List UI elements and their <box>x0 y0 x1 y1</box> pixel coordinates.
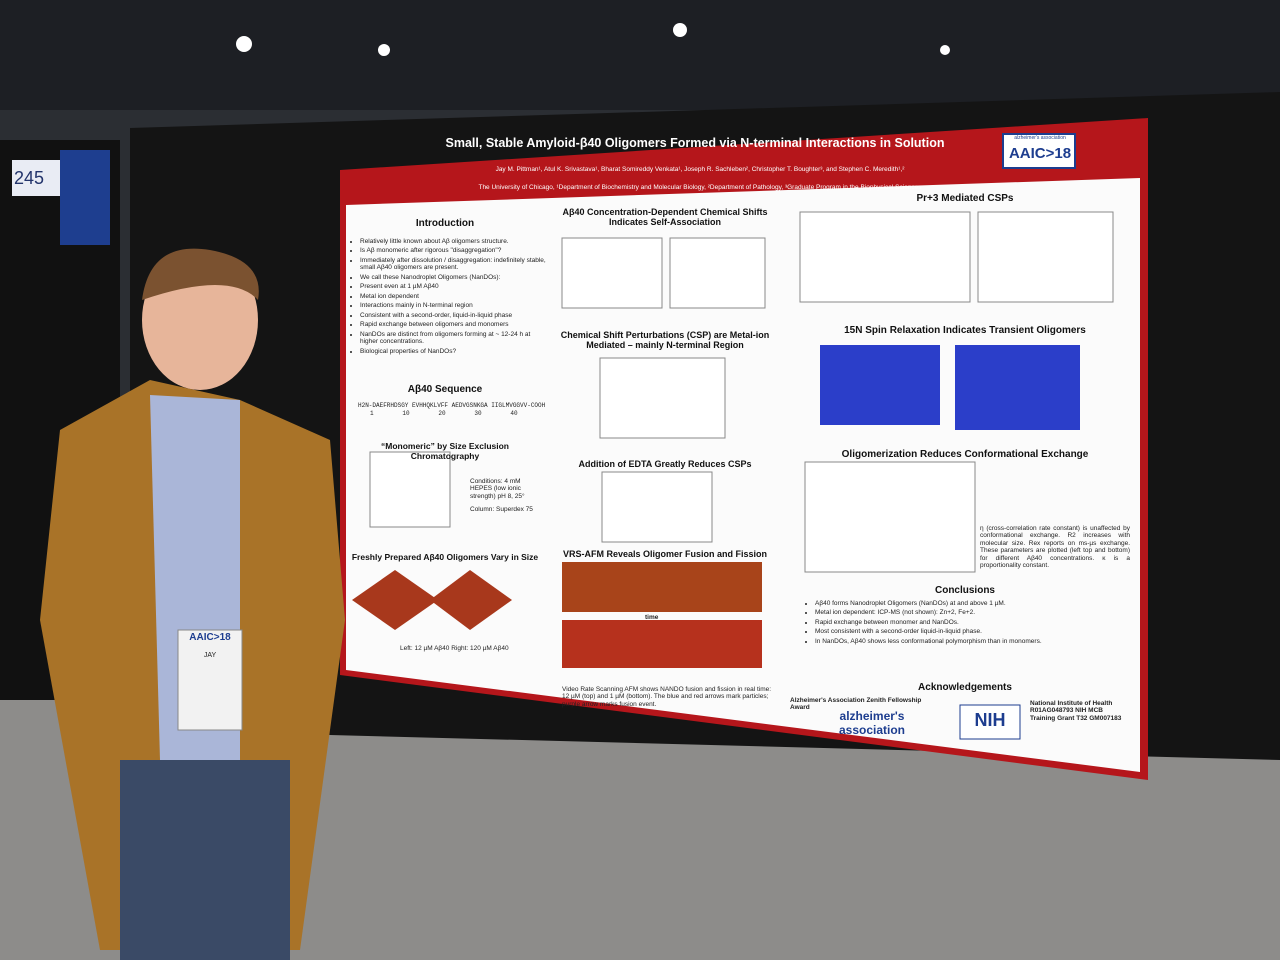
bullet: Biological properties of NanDOs? <box>360 348 550 355</box>
ceiling <box>0 0 1280 110</box>
poster-affiliations: The University of Chicago, ¹Department o… <box>478 184 922 191</box>
conference-logo-box <box>1002 133 1076 169</box>
section-heading: 15N Spin Relaxation Indicates Transient … <box>844 325 1086 336</box>
bullet: NanDOs are distinct from oligomers formi… <box>360 331 550 346</box>
person-hair <box>142 248 259 300</box>
booth-sign <box>12 160 60 196</box>
bullet: Consistent with a second-order, liquid-i… <box>360 312 550 319</box>
afm-frames <box>562 562 762 612</box>
badge <box>177 629 243 731</box>
sequence: H2N-DAEFRHDSGY EVHHQKLVFF AEDVGSNKGA IIG… <box>358 402 546 409</box>
poster-title: Small, Stable Amyloid-β40 Oligomers Form… <box>445 136 945 150</box>
afm-caption: Video Rate Scanning AFM shows NANDO fusi… <box>562 686 772 708</box>
pr-csp-plot <box>977 211 1114 303</box>
nih-logo: NIH <box>974 710 1006 730</box>
light <box>673 23 687 37</box>
time-label: time <box>645 614 659 621</box>
bullet: Relatively little known about Aβ oligome… <box>360 238 550 245</box>
poster-body <box>346 178 1140 772</box>
bullet: Aβ40 forms Nanodroplet Oligomers (NanDOs… <box>815 600 1095 607</box>
pr-plot <box>799 211 971 303</box>
section-heading: Pr+3 Mediated CSPs <box>916 193 1014 204</box>
exchange-plot <box>804 461 976 573</box>
bullet: Is Aβ monomeric after rigorous "disaggre… <box>360 247 550 254</box>
edta-plot <box>601 471 713 543</box>
bullet: Immediately after dissolution / disaggre… <box>360 257 550 272</box>
booth-number: 245 <box>14 168 45 188</box>
sec-plot <box>369 451 451 528</box>
relaxation-plot <box>820 345 940 425</box>
bullet: Rapid exchange between monomer and NanDO… <box>815 619 1095 626</box>
section-heading: VRS-AFM Reveals Oligomer Fusion and Fiss… <box>562 549 768 559</box>
logo-main: AAIC>18 <box>1008 145 1072 162</box>
aaic-sign <box>60 150 110 245</box>
afm-image <box>352 570 438 630</box>
logo-subtitle: alzheimer's association <box>1014 135 1066 141</box>
bullet: Most consistent with a second-order liqu… <box>815 628 1095 635</box>
nmr-spectrum <box>669 237 766 309</box>
award: Alzheimer's Association Zenith Fellowshi… <box>790 697 922 712</box>
badge-name: JAY <box>203 652 217 659</box>
nmr-spectrum <box>561 237 663 309</box>
nih-box <box>959 704 1021 740</box>
bullet: In NanDOs, Aβ40 shows less conformationa… <box>815 638 1095 645</box>
section-heading: Aβ40 Concentration-Dependent Chemical Sh… <box>562 207 768 228</box>
bullet: We call these Nanodroplet Oligomers (Nan… <box>360 274 550 281</box>
afm-frames <box>562 620 762 668</box>
badge-logo: AAIC>18 <box>189 632 231 643</box>
conclusions-list: Aβ40 forms Nanodroplet Oligomers (NanDOs… <box>805 600 1095 647</box>
section-heading: Oligomerization Reduces Conformational E… <box>841 449 1089 460</box>
section-heading: Chemical Shift Perturbations (CSP) are M… <box>560 330 770 351</box>
poster-authors: Jay M. Pittman¹, Atul K. Srivastava¹, Bh… <box>495 166 905 173</box>
person-jeans <box>120 760 290 960</box>
section-heading: Aβ40 Sequence <box>407 384 483 395</box>
afm-image <box>430 570 512 630</box>
bullet: Rapid exchange between oligomers and mon… <box>360 321 550 328</box>
sequence-positions: 1 10 20 30 40 <box>370 410 518 417</box>
light <box>940 45 950 55</box>
alz-logo: alzheimer's association <box>838 709 906 737</box>
intro-list: Relatively little known about Aβ oligome… <box>350 238 550 357</box>
relaxation-plot <box>955 345 1080 430</box>
csp-plot <box>599 357 726 439</box>
bullet: Interactions mainly in N-terminal region <box>360 302 550 309</box>
section-heading: “Monomeric” by Size Exclusion Chromatogr… <box>380 441 509 461</box>
light <box>378 44 390 56</box>
light <box>236 36 252 52</box>
section-heading: Freshly Prepared Aβ40 Oligomers Vary in … <box>351 552 539 562</box>
section-heading: Introduction <box>415 218 475 229</box>
bullet: Present even at 1 µM Aβ40 <box>360 283 550 290</box>
section-heading: Conclusions <box>934 585 995 596</box>
section-heading: Addition of EDTA Greatly Reduces CSPs <box>578 459 752 469</box>
exchange-note: η (cross-correlation rate constant) is u… <box>980 525 1130 570</box>
bullet: Metal ion dependent <box>360 293 550 300</box>
afm-left-caption: Left: 12 µM Aβ40 Right: 120 µM Aβ40 <box>400 645 509 652</box>
sec-column: Column: Superdex 75 <box>470 506 533 513</box>
bullet: Metal ion dependent: ICP-MS (not shown):… <box>815 609 1095 616</box>
section-heading: Acknowledgements <box>918 682 1012 693</box>
sec-conditions: Conditions: 4 mM HEPES (low ionic streng… <box>470 478 525 500</box>
grant: National Institute of Health R01AG048793… <box>1030 700 1122 722</box>
